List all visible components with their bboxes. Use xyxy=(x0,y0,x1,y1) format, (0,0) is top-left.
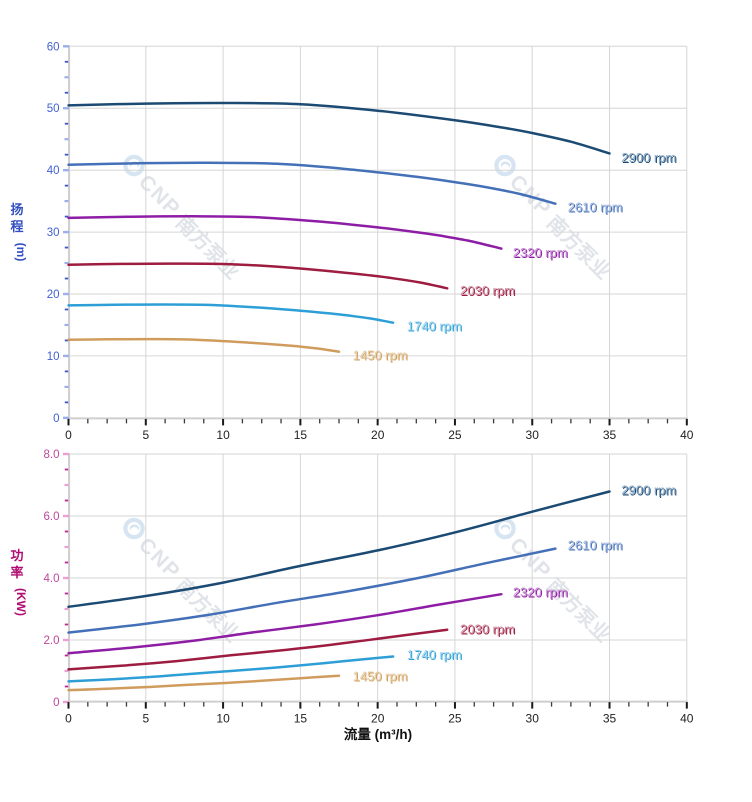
svg-text:30: 30 xyxy=(526,428,540,442)
svg-text:20: 20 xyxy=(371,711,385,725)
svg-text:15: 15 xyxy=(294,428,308,442)
svg-text:50: 50 xyxy=(47,103,60,115)
svg-text:35: 35 xyxy=(603,428,617,442)
svg-text:6.0: 6.0 xyxy=(44,511,60,523)
svg-text:40: 40 xyxy=(47,165,60,177)
svg-text:2900 rpm: 2900 rpm xyxy=(621,150,676,165)
svg-text:20: 20 xyxy=(371,428,385,442)
svg-text:0: 0 xyxy=(53,413,59,425)
svg-text:60: 60 xyxy=(47,41,60,53)
svg-text:2900 rpm: 2900 rpm xyxy=(621,482,676,497)
svg-text:1740 rpm: 1740 rpm xyxy=(407,319,462,334)
svg-text:2900 rpm: 2900 rpm xyxy=(622,151,677,166)
svg-text:1740 rpm: 1740 rpm xyxy=(408,320,463,335)
svg-text:40: 40 xyxy=(680,428,694,442)
svg-text:2.0: 2.0 xyxy=(44,635,60,647)
svg-text:15: 15 xyxy=(294,711,308,725)
svg-text:4.0: 4.0 xyxy=(44,573,60,585)
svg-text:流量 (m³/h): 流量 (m³/h) xyxy=(344,726,412,742)
svg-text:扬: 扬 xyxy=(10,202,23,217)
svg-text:2610 rpm: 2610 rpm xyxy=(568,200,623,215)
svg-text:2030 rpm: 2030 rpm xyxy=(460,283,515,298)
svg-text:2030 rpm: 2030 rpm xyxy=(461,623,516,638)
svg-text:8.0: 8.0 xyxy=(44,449,60,461)
svg-text:1450 rpm: 1450 rpm xyxy=(353,348,408,363)
svg-text:30: 30 xyxy=(47,227,60,239)
svg-text:5: 5 xyxy=(142,428,149,442)
svg-text:0: 0 xyxy=(65,428,72,442)
svg-text:1450 rpm: 1450 rpm xyxy=(354,349,409,364)
svg-text:5: 5 xyxy=(142,711,149,725)
svg-text:0: 0 xyxy=(53,697,59,709)
svg-text:1450 rpm: 1450 rpm xyxy=(354,670,409,685)
svg-text:率: 率 xyxy=(10,565,23,580)
svg-text:(KW): (KW) xyxy=(14,588,28,616)
svg-text:2610 rpm: 2610 rpm xyxy=(568,537,623,552)
svg-text:30: 30 xyxy=(526,711,540,725)
svg-text:1450 rpm: 1450 rpm xyxy=(353,669,408,684)
svg-text:2320 rpm: 2320 rpm xyxy=(514,586,569,601)
svg-text:35: 35 xyxy=(603,711,617,725)
svg-text:2610 rpm: 2610 rpm xyxy=(569,538,624,553)
svg-text:2900 rpm: 2900 rpm xyxy=(622,483,677,498)
svg-text:程: 程 xyxy=(10,219,23,234)
svg-text:20: 20 xyxy=(47,289,60,301)
svg-text:2320 rpm: 2320 rpm xyxy=(514,246,569,261)
svg-text:40: 40 xyxy=(680,711,694,725)
svg-text:0: 0 xyxy=(65,711,72,725)
svg-text:2030 rpm: 2030 rpm xyxy=(461,284,516,299)
svg-text:10: 10 xyxy=(47,351,60,363)
svg-text:10: 10 xyxy=(216,428,230,442)
svg-text:功: 功 xyxy=(10,548,23,563)
svg-text:1740 rpm: 1740 rpm xyxy=(407,647,462,662)
svg-text:2030 rpm: 2030 rpm xyxy=(460,622,515,637)
svg-text:2610 rpm: 2610 rpm xyxy=(569,201,624,216)
svg-text:25: 25 xyxy=(448,428,462,442)
svg-text:2320 rpm: 2320 rpm xyxy=(513,245,568,260)
svg-text:25: 25 xyxy=(448,711,462,725)
svg-text:(m): (m) xyxy=(14,243,28,262)
svg-text:2320 rpm: 2320 rpm xyxy=(513,585,568,600)
svg-text:10: 10 xyxy=(216,711,230,725)
svg-text:1740 rpm: 1740 rpm xyxy=(408,648,463,663)
